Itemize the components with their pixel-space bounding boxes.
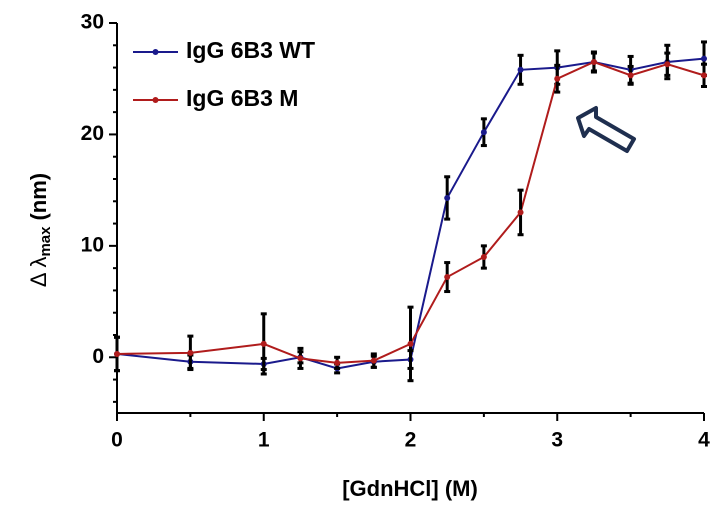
data-point <box>187 349 194 356</box>
data-point <box>480 254 487 260</box>
legend-marker <box>152 49 159 55</box>
x-tick-label: 2 <box>405 429 417 452</box>
y-tick-label: 20 <box>81 122 104 145</box>
data-point <box>260 340 267 347</box>
y-tick-label: 30 <box>81 11 104 34</box>
data-point <box>407 340 414 347</box>
data-point <box>664 61 671 68</box>
data-point <box>297 355 304 362</box>
y-label-main: Δ λ <box>26 257 51 288</box>
x-tick-label: 1 <box>258 429 270 452</box>
data-point <box>114 350 120 357</box>
x-tick-label: 4 <box>698 429 710 452</box>
data-point <box>627 72 634 79</box>
x-tick-label: 3 <box>551 429 563 452</box>
legend-label: IgG 6B3 WT <box>186 37 315 63</box>
data-point <box>370 357 377 364</box>
data-point <box>444 274 451 281</box>
data-point <box>444 194 451 201</box>
y-axis-label: Δ λmax (nm) <box>26 173 54 287</box>
arrow-annotation <box>576 106 636 153</box>
data-point <box>701 55 707 62</box>
y-tick-label: 10 <box>81 233 104 256</box>
data-point <box>480 129 487 136</box>
y-label-unit: (nm) <box>26 173 51 221</box>
data-point <box>517 209 524 216</box>
x-tick-label: 0 <box>111 429 123 452</box>
data-point <box>554 75 561 82</box>
legend-label: IgG 6B3 M <box>186 85 298 111</box>
data-point <box>334 359 341 366</box>
x-axis-label: [GdnHCl] (M) <box>342 476 478 501</box>
data-point <box>517 66 524 73</box>
y-label-sub: max <box>37 226 54 257</box>
legend-marker <box>152 97 159 103</box>
data-point <box>701 72 707 79</box>
y-tick-label: 0 <box>92 345 104 368</box>
data-point <box>590 59 597 65</box>
